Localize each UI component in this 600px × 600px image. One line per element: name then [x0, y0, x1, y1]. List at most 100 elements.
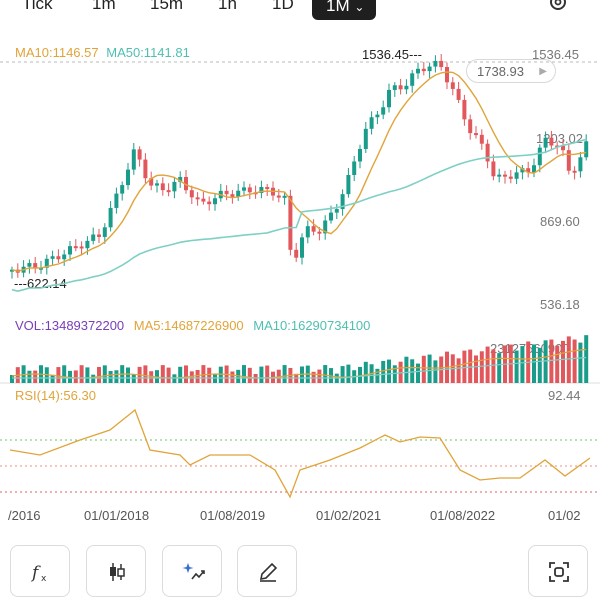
- candle: [114, 193, 119, 208]
- price-chart[interactable]: [0, 0, 600, 540]
- volume-bar: [166, 367, 171, 383]
- y-tick-1: 1536.45: [532, 47, 579, 62]
- candle: [276, 195, 281, 198]
- candles-group: [10, 53, 589, 279]
- candle: [392, 85, 397, 90]
- candle: [584, 141, 589, 158]
- candle: [346, 174, 351, 195]
- candle: [62, 254, 67, 260]
- volume-bar: [387, 359, 391, 383]
- candle: [195, 197, 200, 200]
- candle: [358, 148, 362, 162]
- volume-bar: [10, 375, 14, 383]
- volume-bar: [561, 340, 565, 383]
- candle: [485, 143, 490, 162]
- volume-bar: [572, 339, 577, 383]
- volume-bar: [102, 365, 107, 383]
- tab-1m-month[interactable]: 1M ⌄: [312, 0, 377, 20]
- ma10-legend: MA10:1146.57: [15, 45, 99, 60]
- candle: [334, 209, 339, 213]
- main-legend: MA10:1146.57 MA50:1141.81: [15, 45, 190, 60]
- fullscreen-button[interactable]: [528, 545, 588, 597]
- candle: [137, 149, 142, 160]
- candle: [27, 263, 32, 267]
- candle: [491, 161, 496, 177]
- candle: [549, 137, 554, 146]
- candle: [126, 169, 130, 186]
- volume-bar: [27, 370, 32, 383]
- candle: [375, 114, 380, 118]
- chart-type-button[interactable]: [86, 545, 146, 597]
- volume-bar: [549, 339, 554, 383]
- candle: [311, 226, 316, 232]
- fullscreen-capture-icon: [549, 562, 569, 582]
- candle: [381, 107, 386, 115]
- candle: [189, 190, 194, 198]
- volume-bar: [358, 366, 362, 383]
- volume-bar: [178, 366, 183, 383]
- volume-bar: [375, 368, 380, 383]
- candle: [143, 159, 148, 179]
- draw-tool-button[interactable]: [237, 545, 297, 597]
- volume-bar: [381, 360, 386, 383]
- candle: [85, 240, 90, 249]
- rsi-legend: RSI(14):56.30: [15, 388, 96, 403]
- candle: [247, 187, 252, 193]
- volume-bar: [50, 374, 55, 383]
- volume-bars-group: [10, 335, 589, 383]
- candle: [39, 267, 43, 270]
- candle: [398, 85, 403, 90]
- candle: [387, 89, 391, 108]
- candle: [97, 234, 101, 237]
- smart-analysis-button[interactable]: [162, 545, 222, 597]
- candle: [520, 168, 525, 173]
- x-tick-2: 01/01/2018: [84, 508, 150, 523]
- volume-bar: [485, 346, 490, 383]
- candle: [108, 207, 113, 228]
- current-price-pill[interactable]: 1738.93 ▶: [466, 59, 556, 83]
- tab-1m[interactable]: 1m: [92, 0, 116, 13]
- volume-bar: [416, 363, 420, 383]
- volume-bar: [247, 367, 252, 383]
- volume-bar: [537, 347, 542, 383]
- volume-bar: [468, 349, 473, 383]
- svg-text:x: x: [41, 574, 47, 583]
- volume-bar: [33, 370, 38, 383]
- indicator-button[interactable]: f x: [10, 545, 70, 597]
- volume-bar: [85, 367, 90, 383]
- candle: [201, 198, 206, 202]
- candle: [294, 249, 299, 258]
- volume-bar: [323, 365, 328, 383]
- high-marker: 1536.45---: [362, 47, 422, 62]
- volume-bar: [578, 342, 583, 383]
- tab-15m[interactable]: 15m: [150, 0, 184, 13]
- candle: [421, 68, 426, 72]
- volume-bar: [207, 367, 212, 383]
- volume-bar: [433, 360, 438, 383]
- candle: [236, 190, 241, 197]
- candle: [73, 246, 78, 249]
- y-tick-4: 536.18: [540, 297, 580, 312]
- volume-bar: [195, 369, 200, 383]
- svg-text:f: f: [30, 563, 41, 583]
- candle: [329, 212, 333, 221]
- volume-bar: [514, 350, 519, 383]
- volume-bar: [479, 351, 484, 383]
- volume-ma5-line: [11, 348, 587, 379]
- volume-bar: [230, 371, 235, 383]
- candle: [79, 246, 84, 249]
- tab-1d[interactable]: 1D: [272, 0, 294, 13]
- volume-bar: [363, 361, 368, 383]
- tab-1h[interactable]: 1h: [218, 0, 237, 13]
- volume-bar: [73, 370, 78, 383]
- candle: [50, 256, 55, 259]
- volume-bar: [97, 366, 101, 383]
- candle: [259, 187, 264, 194]
- tab-tick[interactable]: Tick: [22, 0, 53, 13]
- candle: [213, 198, 217, 205]
- volume-bar: [131, 374, 136, 383]
- candle: [242, 187, 246, 191]
- candle: [265, 187, 270, 190]
- candle: [416, 68, 420, 74]
- gear-icon[interactable]: [548, 0, 568, 12]
